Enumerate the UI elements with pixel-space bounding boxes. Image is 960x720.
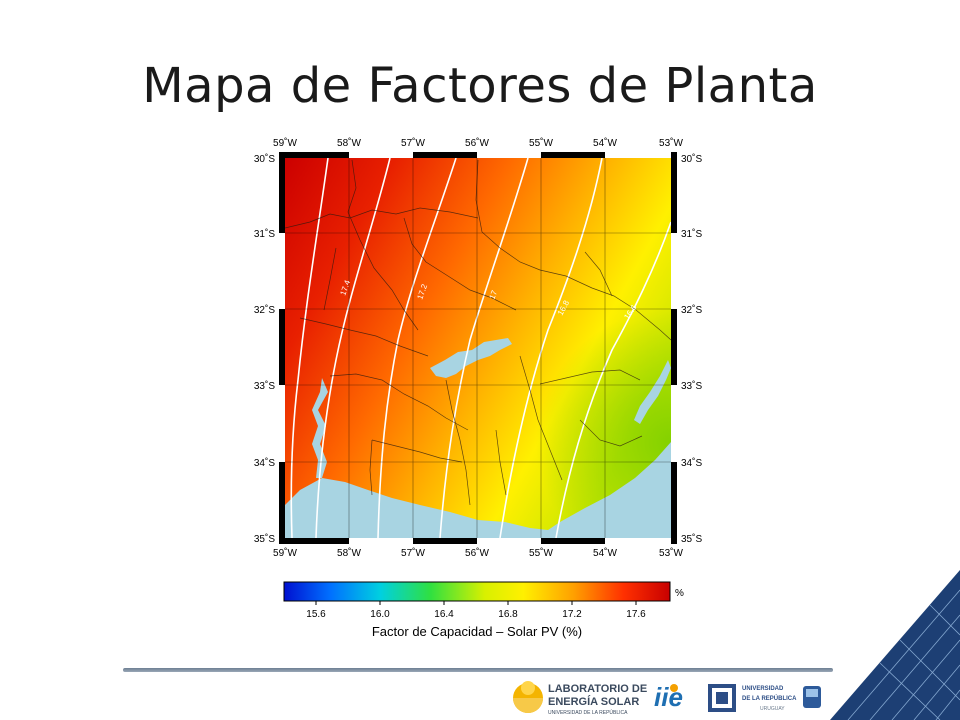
water-laguna-merin	[634, 360, 671, 424]
solar-panel-image	[830, 570, 960, 720]
footer-divider	[123, 668, 833, 672]
udelar-name-line2: DE LA REPÚBLICA	[742, 696, 797, 702]
lat-label-left-30s: 30˚S	[254, 153, 275, 165]
udelar-name-line1: UNIVERSIDAD	[742, 686, 784, 692]
fing-crest	[708, 684, 736, 712]
colorbar	[283, 581, 671, 602]
les-sun-logo	[513, 681, 543, 713]
lat-label-right-30s: 30˚S	[681, 153, 702, 165]
lat-label-right-34s: 34˚S	[681, 457, 702, 469]
les-name-line1: LABORATORIO DE	[548, 683, 648, 695]
colorbar-tick-16-0: 16.0	[370, 609, 390, 620]
contour-17-6	[290, 158, 329, 538]
contour-16-6	[555, 221, 671, 538]
svg-text:iie: iie	[654, 682, 683, 712]
lat-label-right-33s: 33˚S	[681, 380, 702, 392]
lon-label-bottom-56w: 56˚W	[465, 547, 489, 559]
colorbar-tick-17-2: 17.2	[562, 609, 582, 620]
colorbar-unit: %	[675, 588, 684, 599]
contour-17-4	[315, 158, 391, 538]
lon-label-bottom-57w: 57˚W	[401, 547, 425, 559]
graticule	[285, 158, 671, 538]
les-name-line2: ENERGÍA SOLAR	[548, 696, 640, 708]
colorbar-tick-15-6: 15.6	[306, 609, 326, 620]
colorbar-caption: Factor de Capacidad – Solar PV (%)	[372, 624, 582, 639]
boundary-lines	[285, 159, 671, 506]
lon-label-top-54w: 54˚W	[593, 137, 617, 149]
lat-label-left-35s: 35˚S	[254, 533, 275, 545]
contour-lines	[290, 158, 671, 538]
lon-label-top-58w: 58˚W	[337, 137, 361, 149]
lat-label-right-32s: 32˚S	[681, 304, 702, 316]
lat-label-left-32s: 32˚S	[254, 304, 275, 316]
water-rio-negro-reservoir	[430, 338, 512, 378]
contour-17	[439, 158, 529, 538]
udelar-name-line3: URUGUAY	[760, 706, 785, 712]
lon-label-bottom-59w: 59˚W	[273, 547, 297, 559]
slide-title: Mapa de Factores de Planta	[142, 58, 818, 114]
lon-label-top-53w: 53˚W	[659, 137, 683, 149]
lon-label-top-55w: 55˚W	[529, 137, 553, 149]
iie-logo: iie	[654, 682, 683, 712]
lat-label-right-31s: 31˚S	[681, 228, 702, 240]
water-uruguay-river	[312, 378, 328, 478]
lon-label-bottom-55w: 55˚W	[529, 547, 553, 559]
lon-label-top-59w: 59˚W	[273, 137, 297, 149]
lat-label-left-31s: 31˚S	[254, 228, 275, 240]
lon-label-bottom-54w: 54˚W	[593, 547, 617, 559]
lon-label-bottom-58w: 58˚W	[337, 547, 361, 559]
lat-label-left-34s: 34˚S	[254, 457, 275, 469]
colorbar-tick-16-8: 16.8	[498, 609, 518, 620]
contour-16-8	[499, 158, 603, 538]
lon-label-bottom-53w: 53˚W	[659, 547, 683, 559]
water-rio-de-la-plata	[285, 442, 671, 538]
udelar-crest	[803, 686, 821, 708]
colorbar-tick-16-4: 16.4	[434, 609, 454, 620]
les-name-line3: UNIVERSIDAD DE LA REPÚBLICA	[548, 710, 628, 716]
lon-label-top-56w: 56˚W	[465, 137, 489, 149]
lat-label-right-35s: 35˚S	[681, 533, 702, 545]
lat-label-left-33s: 33˚S	[254, 380, 275, 392]
contour-17-2	[377, 158, 457, 538]
contour-label-17: 17	[488, 289, 500, 301]
lon-label-top-57w: 57˚W	[401, 137, 425, 149]
colorbar-tick-17-6: 17.6	[626, 609, 646, 620]
